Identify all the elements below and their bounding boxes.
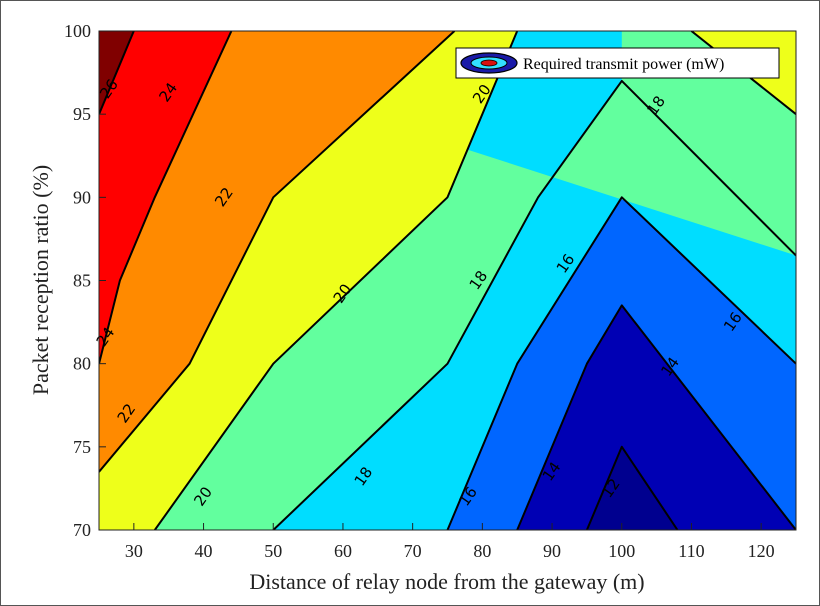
x-tick-label: 100: [608, 541, 635, 561]
x-axis-ticks: 30 40 50 60 70 80 90 100 110 120: [125, 523, 775, 561]
x-tick-label: 60: [334, 541, 352, 561]
y-tick-label: 75: [73, 437, 91, 457]
contour-line-24: [99, 31, 233, 364]
contour-line-14: [516, 304, 796, 530]
x-axis-label: Distance of relay node from the gateway …: [249, 569, 644, 594]
x-tick-label: 110: [678, 541, 704, 561]
x-tick-label: 120: [748, 541, 775, 561]
y-axis-ticks: 70 75 80 85 90 95 100: [64, 21, 106, 540]
x-tick-label: 90: [543, 541, 561, 561]
x-tick-label: 40: [195, 541, 213, 561]
contour-line-22: [99, 31, 456, 473]
contour-line-16: [446, 196, 796, 530]
y-tick-label: 70: [73, 520, 91, 540]
x-tick-label: 50: [264, 541, 282, 561]
region-above-24: [99, 31, 232, 364]
y-axis-label: Packet reception ratio (%): [28, 165, 53, 395]
y-tick-label: 85: [73, 271, 91, 291]
y-tick-label: 90: [73, 187, 91, 207]
region-above-22: [99, 31, 455, 472]
contour-line-26: [99, 31, 135, 115]
y-tick-label: 80: [73, 354, 91, 374]
y-tick-label: 100: [64, 21, 91, 41]
contour-line-18: [272, 79, 796, 530]
contour-lines: [99, 31, 796, 530]
contour-fill-regions: [99, 31, 796, 530]
legend-label: Required transmit power (mW): [523, 56, 724, 73]
legend: Required transmit power (mW): [455, 47, 780, 79]
x-tick-label: 80: [473, 541, 491, 561]
contour-line-20: [153, 31, 519, 530]
x-tick-label: 70: [404, 541, 422, 561]
contour-line-12: [585, 445, 679, 530]
x-tick-label: 30: [125, 541, 143, 561]
y-tick-label: 95: [73, 104, 91, 124]
legend-contour-icon: [460, 52, 518, 74]
